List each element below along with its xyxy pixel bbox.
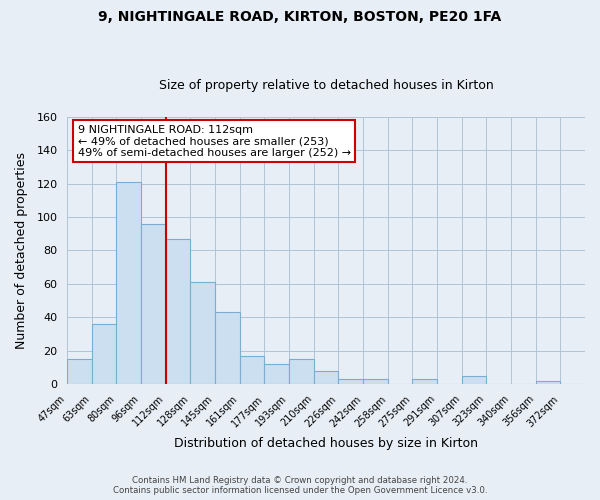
Bar <box>190 282 215 384</box>
Text: 9 NIGHTINGALE ROAD: 112sqm
← 49% of detached houses are smaller (253)
49% of sem: 9 NIGHTINGALE ROAD: 112sqm ← 49% of deta… <box>77 125 350 158</box>
Bar <box>265 364 289 384</box>
Bar <box>462 376 487 384</box>
Bar <box>240 356 265 384</box>
Text: 9, NIGHTINGALE ROAD, KIRTON, BOSTON, PE20 1FA: 9, NIGHTINGALE ROAD, KIRTON, BOSTON, PE2… <box>98 10 502 24</box>
Bar <box>166 238 190 384</box>
Text: Contains HM Land Registry data © Crown copyright and database right 2024.
Contai: Contains HM Land Registry data © Crown c… <box>113 476 487 495</box>
Bar <box>314 370 338 384</box>
X-axis label: Distribution of detached houses by size in Kirton: Distribution of detached houses by size … <box>174 437 478 450</box>
Bar <box>289 359 314 384</box>
Bar <box>67 359 92 384</box>
Bar <box>412 379 437 384</box>
Bar <box>338 379 363 384</box>
Bar <box>363 379 388 384</box>
Title: Size of property relative to detached houses in Kirton: Size of property relative to detached ho… <box>159 79 493 92</box>
Bar <box>116 182 141 384</box>
Bar <box>141 224 166 384</box>
Bar <box>536 380 560 384</box>
Y-axis label: Number of detached properties: Number of detached properties <box>15 152 28 349</box>
Bar <box>92 324 116 384</box>
Bar <box>215 312 240 384</box>
